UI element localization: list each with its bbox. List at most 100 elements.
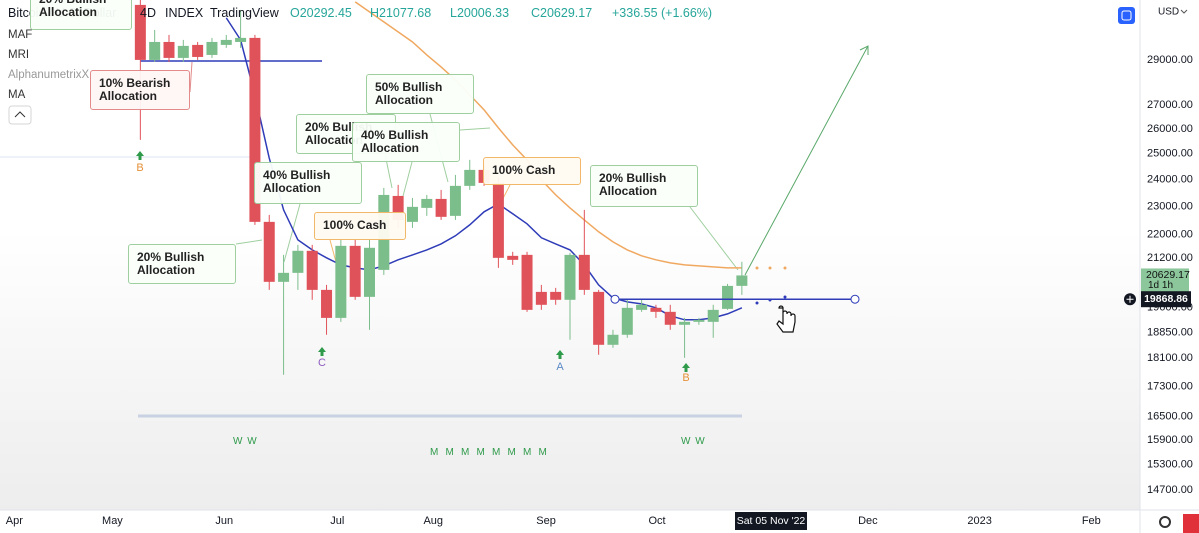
candle-body [278, 272, 290, 282]
candle [578, 209, 590, 295]
pointer [283, 203, 301, 263]
crosshair-price-box [1141, 291, 1191, 308]
ray-handle [850, 294, 860, 304]
x-tick-label: Aug [423, 515, 443, 527]
callout: 10% Bearish Allocation [90, 70, 190, 110]
interval: 4D [140, 6, 156, 20]
indicator[interactable]: AlphanumetrixX [8, 69, 90, 81]
y-tick-label: 21200.00 [1147, 252, 1193, 264]
candle [149, 29, 161, 62]
candle [650, 304, 662, 318]
candle [177, 39, 189, 62]
indicator[interactable]: MA [8, 89, 26, 101]
pattern-label: M M M M M M M M [430, 447, 550, 458]
y-tick-label: 25000.00 [1147, 148, 1193, 160]
candle-body [521, 254, 533, 310]
toolbar-icon[interactable] [1118, 7, 1135, 24]
candle [449, 174, 461, 220]
candle [664, 304, 676, 330]
candle [679, 317, 691, 358]
candle [321, 284, 333, 335]
exchange: INDEX [165, 6, 204, 20]
candle [278, 254, 290, 375]
collapse-glyph [14, 111, 26, 118]
candle-body [722, 285, 734, 309]
dot [783, 295, 787, 299]
candle [593, 289, 605, 355]
dot [755, 301, 759, 305]
signal-label: C [318, 357, 326, 369]
candle-body [235, 37, 247, 42]
callout: 40% Bullish Allocation [352, 122, 460, 162]
pattern-label: W W [681, 436, 706, 447]
x-tick-label: Feb [1082, 515, 1101, 527]
projection-arrow [744, 45, 869, 276]
collapse-button[interactable] [8, 105, 32, 125]
candle [707, 304, 719, 338]
candle [263, 214, 275, 290]
crosshair-add-glyph [1126, 295, 1134, 303]
y-tick-label: 17300.00 [1147, 381, 1193, 393]
candle-body [177, 45, 189, 58]
y-tick-label: 15300.00 [1147, 458, 1193, 470]
pattern-label: W W [233, 436, 258, 447]
y-tick-label: 23000.00 [1147, 201, 1193, 213]
candle-body [163, 41, 175, 58]
up-arrow [318, 347, 326, 356]
candle [220, 34, 232, 48]
arrow-head [859, 45, 869, 55]
candle [349, 239, 361, 300]
candle-body [406, 206, 418, 222]
callout: 100% Cash [314, 212, 406, 240]
candle-body [392, 195, 404, 220]
indicator[interactable]: MAF [8, 29, 33, 41]
forecast-dots [755, 266, 787, 305]
corner-button[interactable] [1183, 514, 1199, 533]
toolbar-icon-glyph [1121, 10, 1132, 21]
callout: 40% Bullish Allocation [254, 162, 362, 204]
candle-body [449, 185, 461, 216]
callout: 20% Bullish Allocation [128, 244, 236, 284]
y-tick-label: 18850.00 [1147, 326, 1193, 338]
dot [768, 266, 772, 270]
y-tick-label: 15900.00 [1147, 434, 1193, 446]
candle [335, 239, 347, 322]
candle-body [593, 291, 605, 345]
candle [607, 329, 619, 348]
candle-body [507, 255, 519, 260]
candle-body [292, 250, 304, 273]
ray-handle [610, 294, 620, 304]
source: TradingView [210, 6, 279, 20]
candle [736, 261, 748, 295]
hand-cursor [776, 305, 796, 333]
candle-body [220, 39, 232, 45]
candle [507, 251, 519, 265]
candle [492, 177, 504, 268]
candle-body [263, 221, 275, 282]
candle [693, 317, 705, 325]
y-tick-label: 22000.00 [1147, 229, 1193, 241]
candle [521, 251, 533, 312]
indicator[interactable]: MRI [8, 49, 30, 61]
candle [464, 159, 476, 190]
candle-body [636, 304, 648, 310]
up-arrow [682, 363, 690, 372]
candle-body [349, 245, 361, 297]
currency: USD [1158, 7, 1179, 18]
x-tick-label: Apr [6, 515, 23, 527]
candle [722, 283, 734, 310]
signal-label: A [556, 361, 564, 373]
pointer [235, 239, 263, 245]
settings-icon[interactable] [1159, 516, 1171, 528]
candle-body [206, 41, 218, 55]
x-tick-label: Sep [536, 515, 556, 527]
candle-body [607, 334, 619, 345]
crosshair-price-label: 19868.86 [1144, 293, 1188, 305]
candle-body [492, 182, 504, 258]
arrow-line [744, 45, 869, 276]
candle [163, 34, 175, 62]
crosshair-date-box [735, 512, 807, 530]
candle-body [249, 37, 261, 222]
candle-body [435, 198, 447, 217]
candle-body [535, 291, 547, 305]
